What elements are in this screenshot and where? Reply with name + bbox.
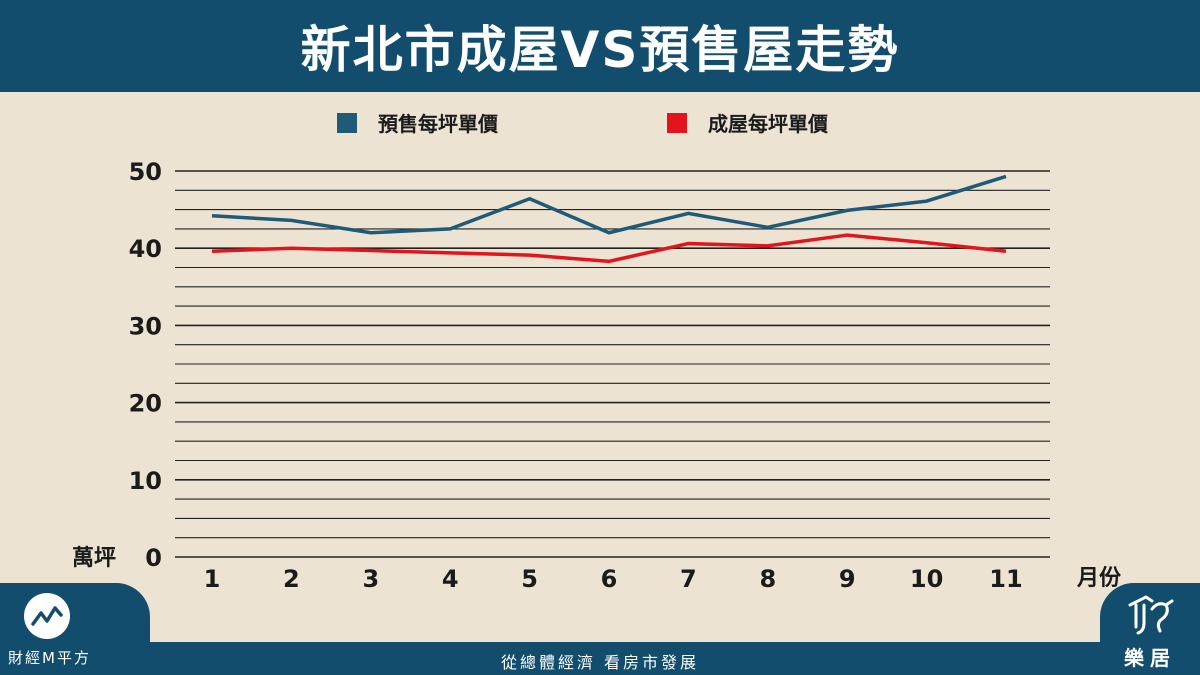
x-tick-label: 1: [204, 565, 221, 593]
x-tick-label: 11: [989, 565, 1022, 593]
chart-legend: 預售每坪單價 成屋每坪單價: [337, 112, 829, 136]
title-banner: 新北市成屋VS預售屋走勢: [0, 0, 1200, 92]
chart-grid: [175, 170, 1050, 558]
x-tick-label: 8: [759, 565, 776, 593]
brand-left-name: 財經M平方: [8, 649, 91, 667]
page-title: 新北市成屋VS預售屋走勢: [300, 21, 900, 79]
x-axis-label: 月份: [1076, 566, 1122, 591]
x-tick-label: 4: [442, 565, 459, 593]
brand-right: 樂居: [1100, 583, 1200, 675]
series-line-1: [211, 174, 1007, 235]
brand-left: 財經M平方: [0, 583, 150, 675]
legend-swatch: [337, 113, 357, 133]
y-tick-label: 40: [129, 235, 162, 263]
footer-tagline: 從總體經濟 看房市發展: [500, 653, 700, 672]
house-logo-icon: [1122, 593, 1178, 637]
y-axis-label: 萬坪: [72, 546, 116, 571]
y-tick-label: 20: [129, 390, 162, 418]
y-tick-label: 30: [129, 312, 162, 340]
legend-swatch: [667, 113, 687, 133]
legend-label: 預售每坪單價: [378, 112, 499, 136]
brand-right-name: 樂居: [1124, 646, 1176, 670]
legend-label: 成屋每坪單價: [708, 112, 829, 136]
x-tick-label: 6: [601, 565, 618, 593]
chart-series: [211, 174, 1007, 264]
y-tick-label: 10: [129, 467, 162, 495]
x-tick-label: 9: [839, 565, 856, 593]
x-tick-label: 5: [521, 565, 538, 593]
x-tick-label: 7: [680, 565, 697, 593]
trend-chart-icon: [24, 593, 70, 639]
y-tick-label: 50: [129, 158, 162, 186]
series-line-2: [211, 233, 1007, 264]
x-tick-label: 2: [283, 565, 300, 593]
x-tick-label: 3: [362, 565, 379, 593]
y-tick-label: 0: [145, 544, 162, 572]
x-tick-label: 10: [910, 565, 943, 593]
footer-bar: 從總體經濟 看房市發展: [0, 642, 1200, 675]
